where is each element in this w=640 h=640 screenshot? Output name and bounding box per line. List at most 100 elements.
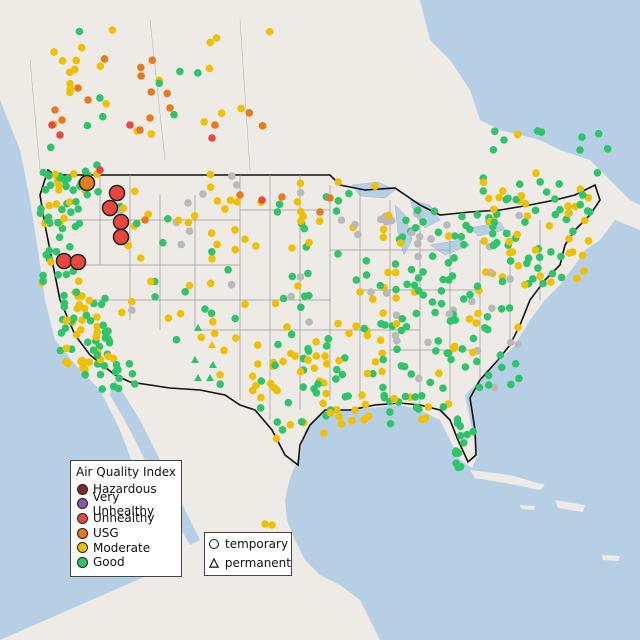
aqi-marker (507, 380, 515, 389)
aqi-marker (266, 379, 275, 388)
province-line (29, 19, 251, 171)
aqi-marker (354, 230, 362, 239)
aqi-marker (148, 56, 157, 64)
aqi-marker (47, 143, 55, 152)
aqi-marker (584, 237, 593, 245)
aqi-marker (44, 213, 53, 221)
aqi-marker (497, 305, 506, 313)
aqi-marker (333, 365, 341, 374)
aqi-marker (402, 216, 410, 225)
aqi-marker (155, 79, 164, 87)
aqi-marker (210, 329, 219, 338)
aqi-marker (64, 359, 72, 368)
aqi-marker (216, 380, 224, 389)
aqi-marker (428, 298, 437, 306)
aqi-marker (85, 358, 94, 367)
aqi-marker (490, 218, 499, 227)
aqi-marker (213, 197, 222, 205)
aqi-marker (185, 281, 194, 290)
aqi-marker (81, 167, 90, 176)
aqi-marker (231, 245, 240, 254)
aqi-marker (392, 285, 400, 294)
aqi-marker (96, 62, 105, 70)
aqi-marker (176, 309, 185, 318)
aqi-marker (62, 270, 71, 279)
aqi-marker (241, 235, 249, 243)
aqi-marker (398, 315, 407, 323)
aqi-marker (147, 130, 156, 138)
aqi-marker (177, 240, 185, 249)
aqi-marker (397, 326, 406, 335)
aqi-marker (205, 64, 214, 73)
aqi-marker (480, 237, 489, 245)
legend-label: Hazardous (93, 482, 157, 497)
aqi-marker (71, 65, 79, 74)
aqi-marker (473, 211, 482, 219)
monitor-type-legend: temporary permanent (204, 532, 292, 576)
aqi-marker (407, 370, 416, 378)
aqi-marker (578, 251, 587, 260)
aqi-marker (472, 319, 481, 327)
aqi-marker (565, 249, 574, 257)
aqi-marker (460, 240, 468, 249)
aqi-marker (531, 246, 540, 254)
aqi-marker (379, 383, 387, 392)
aqi-marker (271, 361, 279, 370)
usg-swatch (77, 527, 88, 539)
aqi-marker (100, 55, 109, 63)
aqi-marker (551, 195, 559, 203)
aqi-marker (474, 309, 482, 318)
aqi-marker (506, 338, 515, 347)
aqi-marker (521, 199, 530, 208)
legend-item-hazardous: Hazardous (71, 482, 181, 497)
aqi-marker (166, 104, 174, 112)
aqi-marker (415, 405, 423, 413)
aqi-marker (360, 324, 369, 333)
aqi-marker (288, 244, 296, 252)
aqi-marker (93, 313, 101, 321)
aqi-marker (319, 399, 327, 408)
aqi-marker (71, 222, 80, 231)
aqi-marker (99, 112, 107, 121)
aqi-marker (72, 197, 80, 206)
aqi-marker (479, 187, 488, 195)
aqi-marker (539, 279, 547, 288)
aqi-marker (211, 121, 219, 129)
aqi-marker (468, 297, 476, 306)
aqi-marker (51, 106, 59, 114)
aqi-marker (578, 191, 587, 199)
aqi-marker (536, 178, 544, 186)
aqi-marker (236, 191, 244, 199)
aqi-marker (532, 169, 540, 177)
aqi-marker (444, 276, 453, 284)
aqi-marker (603, 145, 612, 153)
aqi-marker (278, 193, 286, 201)
aqi-marker (147, 88, 155, 96)
aqi-marker (529, 275, 537, 283)
aqi-marker (64, 174, 72, 182)
aqi-marker (482, 268, 490, 276)
aqi-marker (502, 229, 511, 238)
aqi-marker (296, 188, 305, 197)
aqi-marker (237, 104, 245, 113)
aqi-marker (137, 63, 145, 72)
aqi-marker (112, 228, 130, 246)
aqi-marker (352, 276, 361, 284)
aqi-marker (275, 200, 284, 209)
aqi-marker (451, 232, 459, 240)
aqi-marker (77, 43, 86, 52)
hudson-bay (420, 0, 520, 50)
aqi-marker (322, 389, 331, 398)
aqi-marker (279, 294, 288, 303)
aqi-marker (194, 374, 202, 381)
legend-label: Unhealthy (93, 511, 155, 526)
aqi-marker (208, 134, 216, 142)
aqi-marker (557, 252, 565, 261)
aqi-marker (39, 271, 47, 280)
aqi-marker (190, 212, 199, 220)
aqi-marker (170, 110, 178, 119)
aqi-marker (382, 289, 391, 297)
aqi-marker (51, 170, 59, 179)
aqi-marker (50, 48, 58, 56)
aqi-marker (466, 290, 474, 299)
